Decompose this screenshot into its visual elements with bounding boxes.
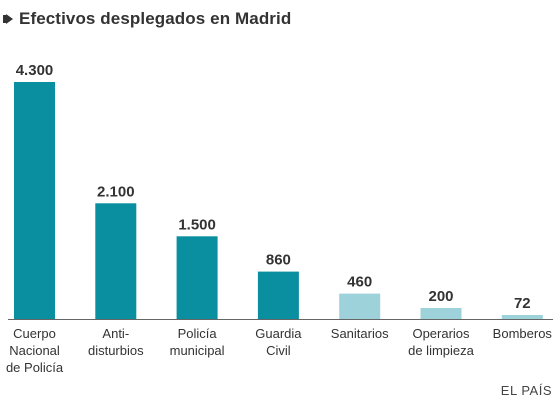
bar bbox=[95, 203, 137, 319]
bar bbox=[176, 236, 218, 319]
category-label: Civil bbox=[266, 343, 291, 358]
category-label: Cuerpo bbox=[13, 326, 56, 341]
bar bbox=[420, 308, 462, 319]
data-label: 1.500 bbox=[178, 216, 216, 233]
category-label: de Policía bbox=[6, 360, 64, 375]
data-label: 72 bbox=[514, 295, 531, 312]
bullet-icon bbox=[3, 14, 13, 24]
category-label: Bomberos bbox=[493, 326, 553, 341]
chart-header: Efectivos desplegados en Madrid bbox=[3, 7, 292, 31]
category-label: municipal bbox=[170, 343, 225, 358]
bar bbox=[14, 82, 55, 319]
category-label: disturbios bbox=[88, 343, 144, 358]
data-label: 860 bbox=[266, 252, 291, 269]
data-label: 200 bbox=[428, 288, 453, 305]
category-label: Operarios bbox=[412, 326, 470, 341]
category-label: Nacional bbox=[9, 343, 60, 358]
bar bbox=[257, 271, 299, 319]
data-label: 4.300 bbox=[16, 62, 54, 79]
category-label: Guardia bbox=[255, 326, 302, 341]
category-label: Policía bbox=[178, 326, 218, 341]
chart-title: Efectivos desplegados en Madrid bbox=[19, 9, 292, 28]
data-label: 2.100 bbox=[97, 183, 135, 200]
bar bbox=[339, 293, 381, 319]
data-label: 460 bbox=[347, 274, 372, 291]
bar bbox=[501, 315, 543, 319]
category-label: Anti- bbox=[102, 326, 129, 341]
category-label: de limpieza bbox=[408, 343, 475, 358]
category-label: Sanitarios bbox=[331, 326, 389, 341]
source-credit: EL PAÍS bbox=[500, 383, 552, 398]
